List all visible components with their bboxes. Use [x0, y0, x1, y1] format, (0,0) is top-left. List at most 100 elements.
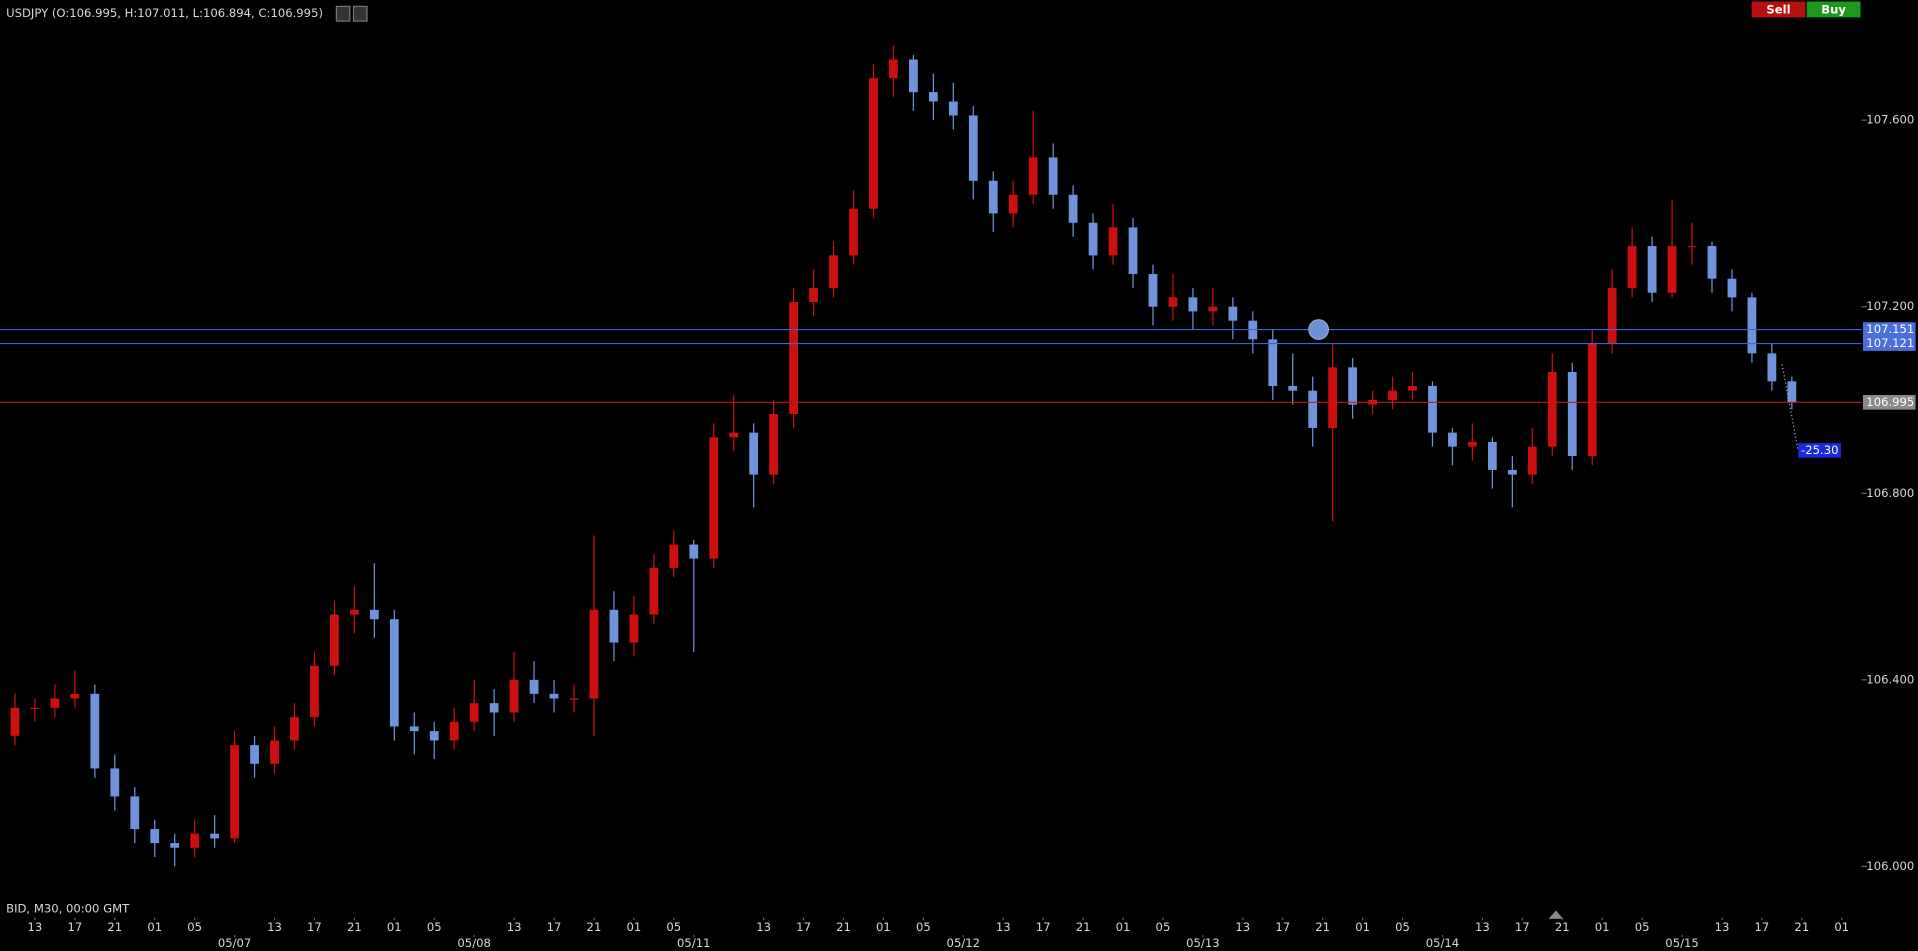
buy-button[interactable]	[1806, 1, 1861, 18]
gear-icon[interactable]	[352, 5, 368, 22]
candle-body	[1208, 306, 1218, 312]
x-tick-label: 05	[1156, 920, 1171, 934]
annotation-label: -25.30	[1801, 443, 1838, 457]
x-tick-label: 01	[876, 920, 891, 934]
candle-body	[190, 833, 200, 848]
candle-body	[1747, 297, 1757, 354]
candle-body	[1288, 385, 1298, 391]
candle-body	[1607, 288, 1617, 345]
x-tick-label: 01	[1116, 920, 1131, 934]
candle-body	[290, 717, 299, 741]
y-tick-label: 107.600	[1866, 113, 1914, 127]
candle-body	[389, 619, 399, 727]
candle-body	[829, 255, 838, 289]
candle-body	[988, 180, 998, 214]
candle-body	[469, 703, 479, 722]
candle-body	[1587, 344, 1597, 456]
candle-body	[1108, 227, 1118, 256]
x-tick-label: 13	[1235, 920, 1250, 934]
candle-body	[70, 693, 80, 699]
date-tick-label: 05/13	[1186, 936, 1219, 950]
candle-body	[270, 740, 279, 764]
price-line-box	[1862, 394, 1916, 410]
buy-label[interactable]: Buy	[1821, 3, 1846, 17]
candle-body	[1268, 339, 1278, 386]
price-line-label: 106.995	[1866, 395, 1914, 409]
x-tick-label: 05	[1635, 920, 1650, 934]
candle-body	[1428, 385, 1437, 433]
marker-triangle	[1548, 910, 1564, 919]
candle-body	[50, 698, 60, 708]
x-tick-label: 05	[187, 920, 202, 934]
x-tick-label: 17	[67, 920, 82, 934]
candle-body	[230, 745, 239, 839]
x-tick-label: 21	[1315, 920, 1330, 934]
candle-body	[1008, 194, 1018, 214]
candle-body	[1547, 372, 1557, 447]
date-tick-label: 05/11	[677, 936, 710, 950]
candle-body	[629, 614, 639, 643]
x-tick-label: 13	[1715, 920, 1730, 934]
candle-body	[170, 843, 180, 848]
candle-body	[509, 679, 519, 713]
candle-body	[1408, 385, 1417, 391]
candle-body	[769, 413, 779, 475]
candle-body	[130, 796, 140, 830]
candle-body	[110, 768, 120, 797]
candle-body	[909, 59, 918, 93]
x-tick-label: 21	[836, 920, 851, 934]
sell-label[interactable]: Sell	[1766, 3, 1790, 17]
candle-body	[349, 609, 359, 615]
candle-body	[1567, 372, 1577, 456]
x-tick-label: 17	[1755, 920, 1770, 934]
candle-body	[948, 101, 958, 116]
candle-body	[529, 679, 539, 694]
x-tick-label: 21	[1555, 920, 1570, 934]
x-tick-label: 21	[1794, 920, 1809, 934]
x-tick-label: 17	[1275, 920, 1290, 934]
x-tick-label: 01	[1355, 920, 1370, 934]
x-tick-label: 17	[1515, 920, 1530, 934]
x-tick-label: 01	[1834, 920, 1849, 934]
date-tick-label: 05/08	[457, 936, 490, 950]
x-tick-label: 13	[996, 920, 1011, 934]
candle-body	[889, 59, 898, 79]
x-tick-label: 21	[587, 920, 602, 934]
candle-body	[369, 609, 379, 620]
candle-body	[150, 829, 160, 844]
candle-body	[10, 707, 20, 736]
candle-body	[30, 707, 40, 710]
x-tick-label: 21	[107, 920, 122, 934]
candle-body	[310, 665, 319, 718]
y-tick-label: 106.000	[1866, 859, 1914, 873]
candle-body	[250, 745, 259, 764]
x-tick-label: 05	[427, 920, 442, 934]
settings-icon[interactable]	[335, 5, 351, 22]
candle-body	[1627, 246, 1637, 289]
candle-body	[1667, 246, 1677, 293]
candle-body	[489, 703, 499, 713]
x-tick-label: 01	[1595, 920, 1610, 934]
candle-body	[1048, 157, 1058, 195]
x-tick-label: 21	[1076, 920, 1091, 934]
candle-body	[549, 693, 559, 699]
x-tick-label: 17	[307, 920, 322, 934]
sell-button[interactable]	[1751, 1, 1806, 18]
candle-body	[1228, 306, 1238, 321]
candle-body	[1687, 246, 1697, 248]
candle-body	[1448, 432, 1457, 447]
x-tick-label: 05	[666, 920, 681, 934]
candle-body	[789, 302, 798, 414]
price-line-box	[1862, 336, 1916, 351]
candle-body	[1148, 274, 1158, 307]
candle-body	[1188, 297, 1198, 312]
candle-body	[1068, 194, 1078, 223]
candle-body	[569, 698, 579, 700]
x-tick-label: 01	[626, 920, 641, 934]
x-tick-label: 13	[507, 920, 522, 934]
price-line-box	[1862, 322, 1916, 337]
candle-body	[849, 208, 858, 256]
candle-body	[210, 833, 220, 839]
candle-body	[1468, 441, 1477, 447]
